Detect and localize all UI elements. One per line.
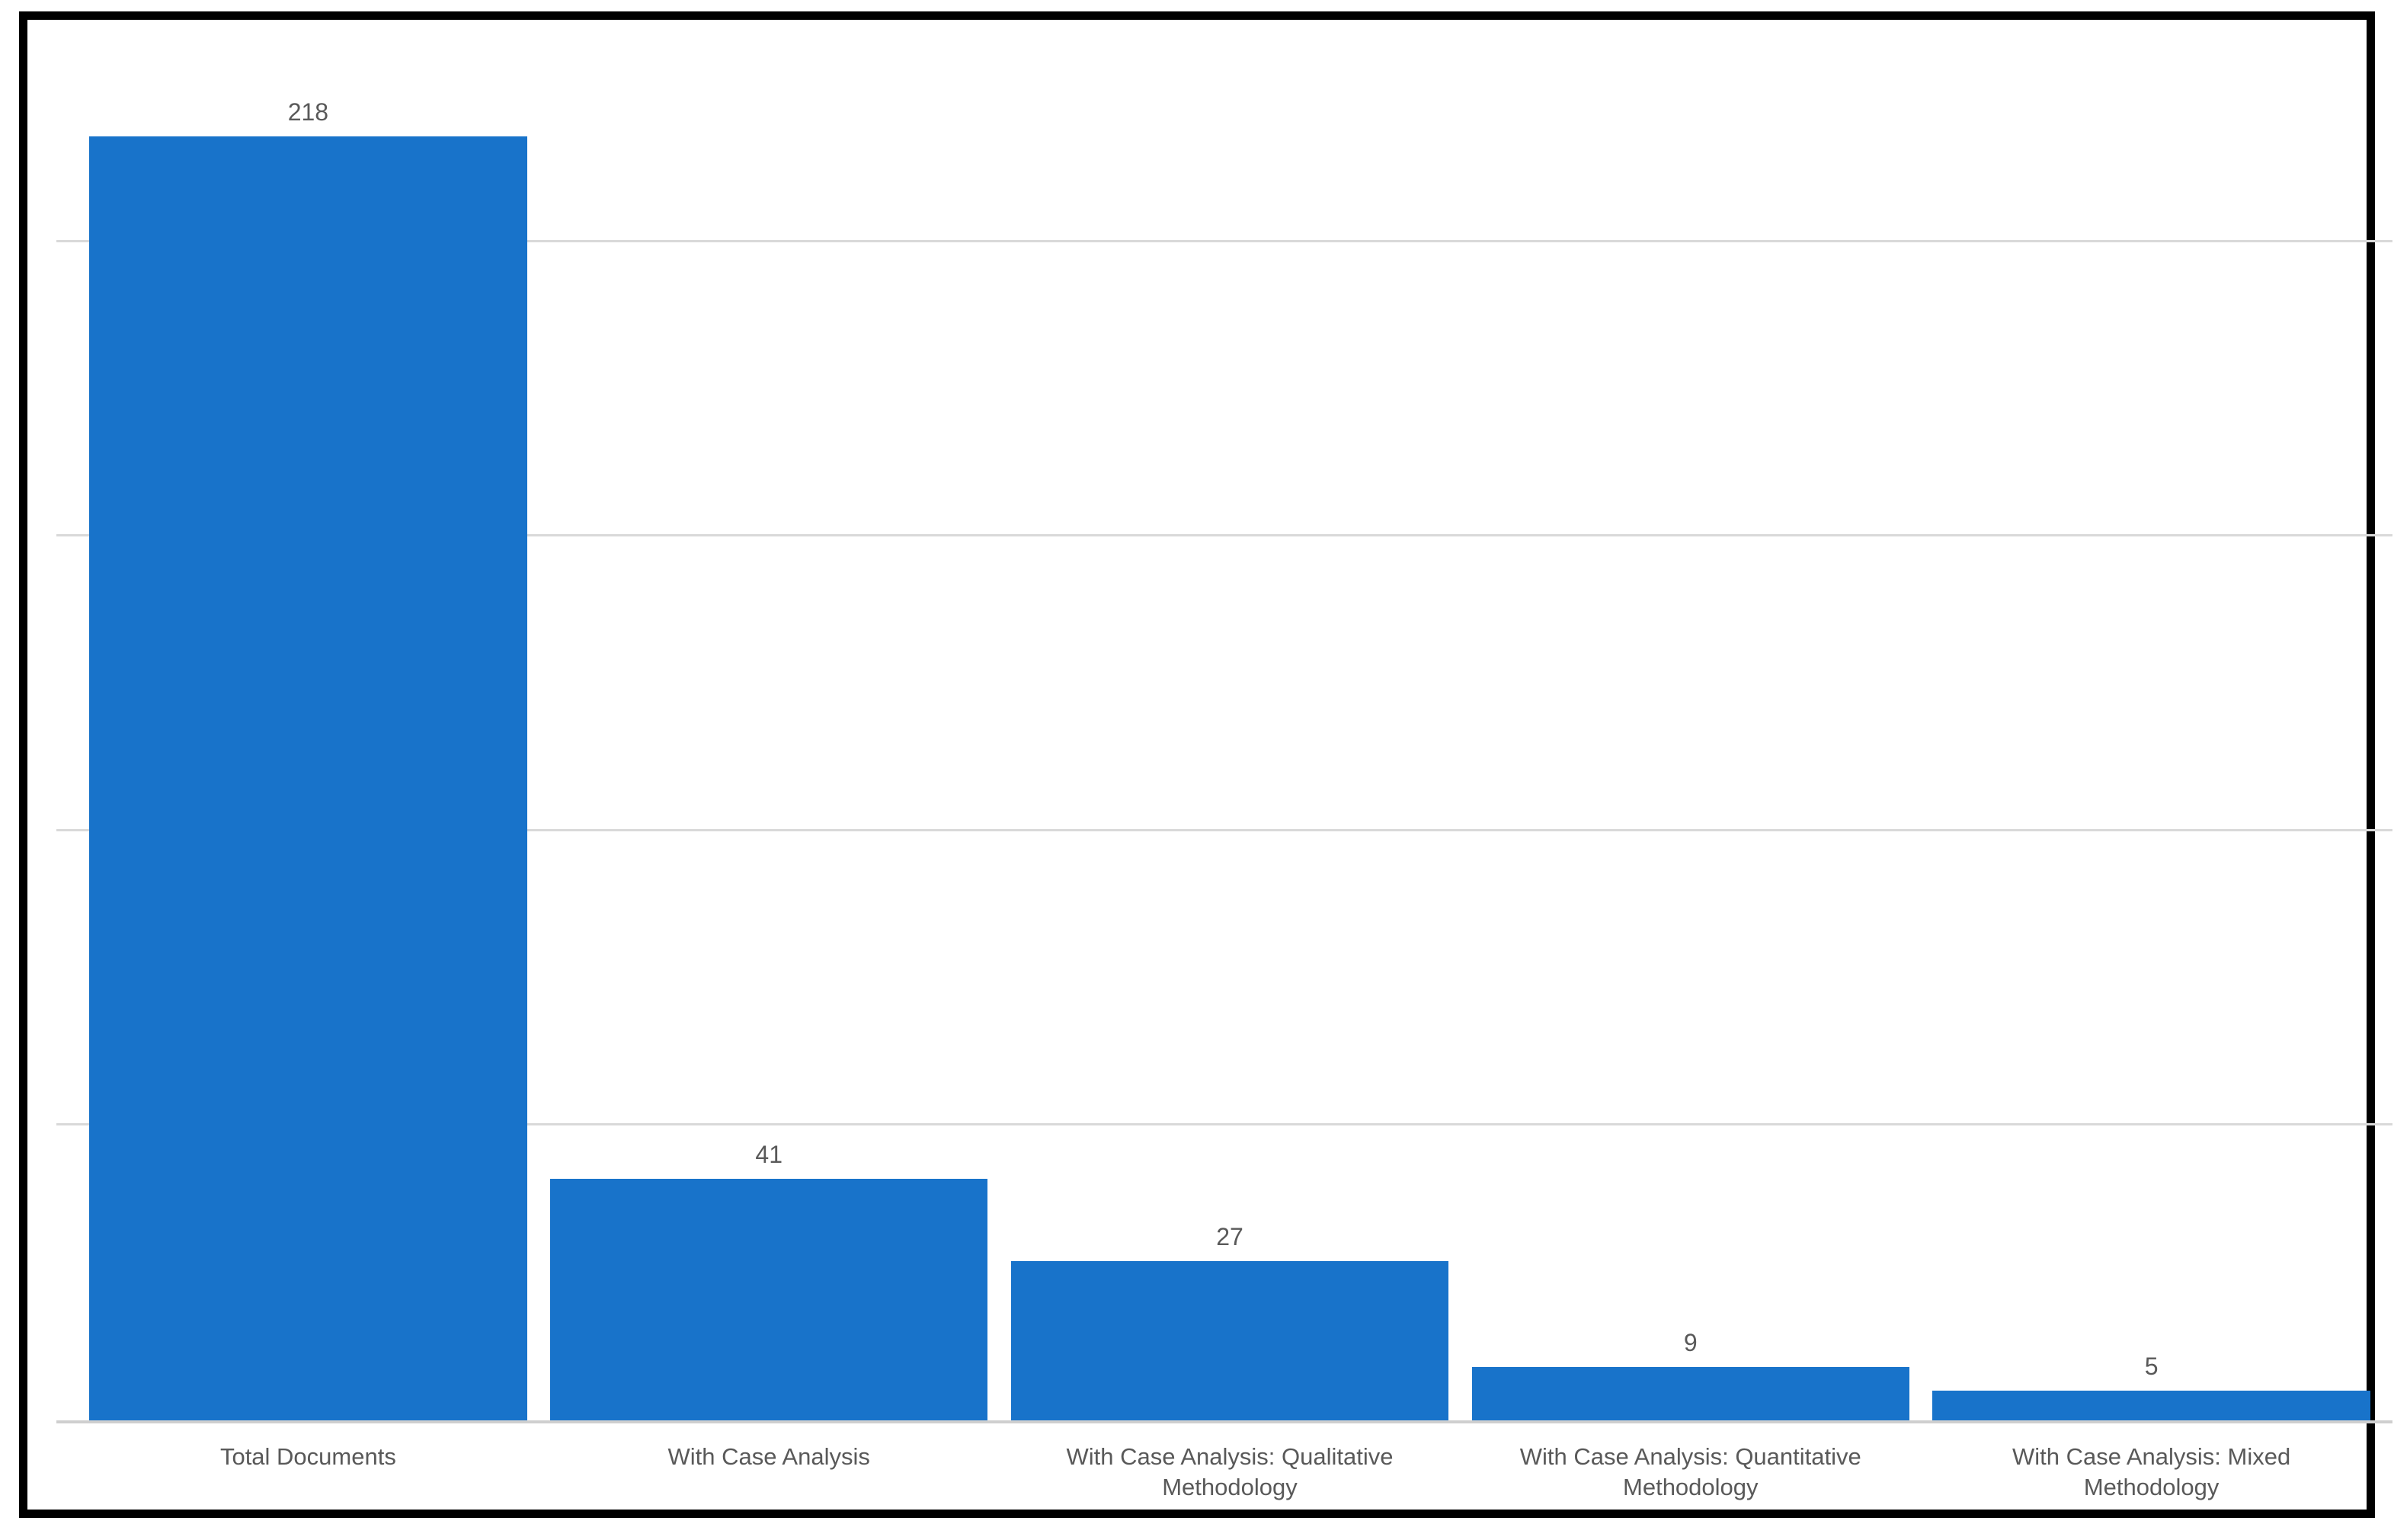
- bar-slot: 41: [539, 66, 1000, 1420]
- horizontal-gridline: [56, 1123, 2392, 1126]
- category-label: With Case Analysis: Qualitative Methodol…: [1066, 1443, 1394, 1500]
- bar-value-label: 5: [2144, 1353, 2159, 1381]
- category-label: With Case Analysis: Mixed Methodology: [2012, 1443, 2291, 1500]
- category-label: With Case Analysis: [667, 1443, 870, 1470]
- category-axis-labels: Total Documents With Case Analysis With …: [78, 1442, 2382, 1503]
- bar-slot: 27: [1000, 66, 1461, 1420]
- category-label: Total Documents: [219, 1443, 396, 1470]
- x-axis-line: [56, 1420, 2392, 1423]
- bar-slot: 9: [1460, 66, 1921, 1420]
- bar-value-label: 41: [755, 1141, 783, 1169]
- bars-region: 218 41 27 9 5: [78, 66, 2382, 1420]
- horizontal-gridline: [56, 239, 2392, 242]
- horizontal-gridline: [56, 534, 2392, 537]
- bar: [549, 1179, 988, 1420]
- bar: [1471, 1367, 1910, 1420]
- plot-area: [56, 66, 2392, 1420]
- bar-slot: 5: [1921, 66, 2382, 1420]
- horizontal-gridline: [56, 828, 2392, 831]
- chart-frame: 218 41 27 9 5 Total Documents With Case …: [19, 11, 2392, 1518]
- category-label: With Case Analysis: Quantitative Methodo…: [1519, 1443, 1861, 1500]
- bar-slot: 218: [78, 66, 539, 1420]
- bar: [1932, 1391, 2370, 1420]
- bar-value-label: 9: [1683, 1329, 1698, 1357]
- bar: [1010, 1261, 1449, 1420]
- bar: [89, 136, 527, 1420]
- bar-value-label: 27: [1216, 1223, 1243, 1251]
- bar-value-label: 218: [287, 98, 329, 126]
